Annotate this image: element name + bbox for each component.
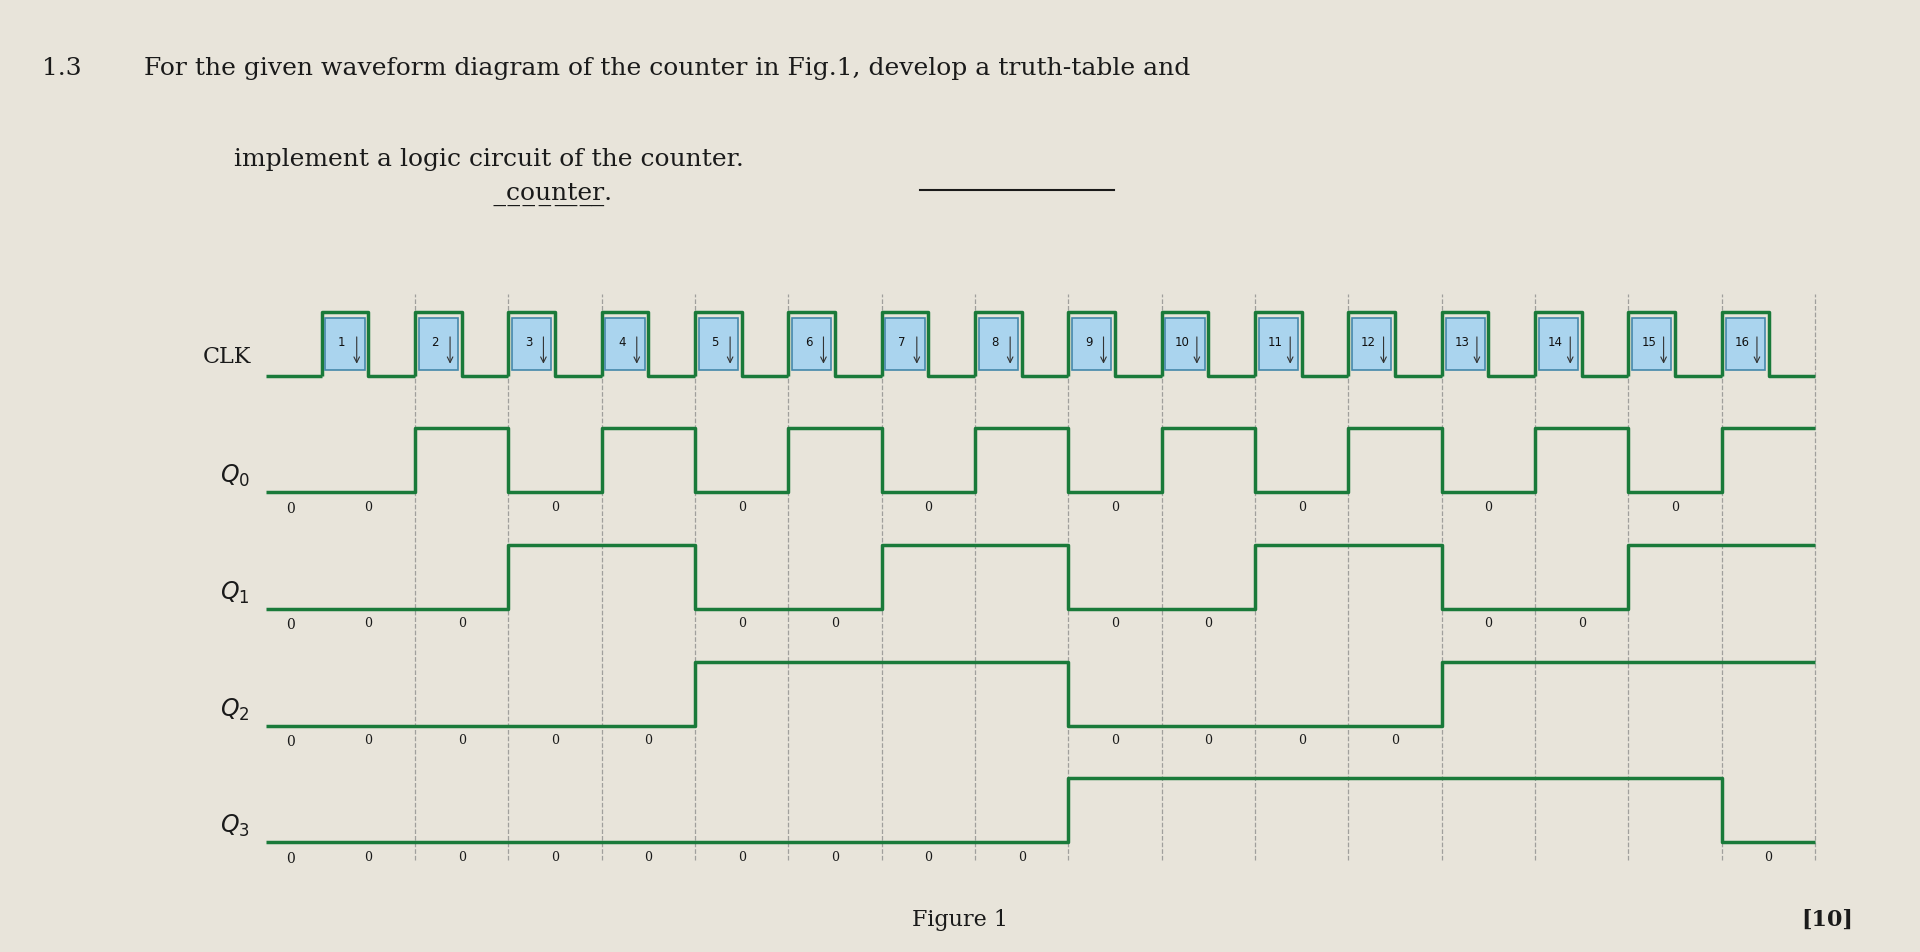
Text: 0: 0: [365, 617, 372, 630]
Text: 0: 0: [924, 501, 933, 514]
FancyBboxPatch shape: [1726, 318, 1764, 370]
FancyBboxPatch shape: [1071, 318, 1112, 370]
Text: $Q_{0}$: $Q_{0}$: [219, 463, 250, 489]
FancyBboxPatch shape: [885, 318, 925, 370]
Text: 0: 0: [645, 734, 653, 747]
Text: 13: 13: [1455, 336, 1469, 349]
FancyBboxPatch shape: [1446, 318, 1484, 370]
Text: $Q_{2}$: $Q_{2}$: [221, 696, 250, 723]
Text: 1: 1: [338, 336, 346, 349]
Text: 14: 14: [1548, 336, 1563, 349]
Text: 4: 4: [618, 336, 626, 349]
Text: Figure 1: Figure 1: [912, 909, 1008, 931]
FancyBboxPatch shape: [793, 318, 831, 370]
Text: implement a logic circuit of the counter.: implement a logic circuit of the counter…: [234, 148, 745, 170]
Text: ̲c̲o̲u̲n̲t̲e̲r̲.: ̲c̲o̲u̲n̲t̲e̲r̲.: [234, 183, 612, 206]
Text: 0: 0: [737, 617, 745, 630]
Text: 0: 0: [286, 619, 296, 632]
Text: 0: 0: [737, 850, 745, 863]
Text: 0: 0: [1018, 850, 1025, 863]
Text: $Q_{1}$: $Q_{1}$: [221, 580, 250, 605]
Text: 0: 0: [1204, 617, 1212, 630]
Text: 0: 0: [1578, 617, 1586, 630]
Text: 0: 0: [1204, 734, 1212, 747]
Text: 0: 0: [365, 734, 372, 747]
Text: 0: 0: [365, 501, 372, 514]
Text: 16: 16: [1734, 336, 1749, 349]
Text: 0: 0: [924, 850, 933, 863]
FancyBboxPatch shape: [1352, 318, 1392, 370]
Text: 0: 0: [365, 850, 372, 863]
Text: 8: 8: [991, 336, 998, 349]
Text: [10]: [10]: [1801, 909, 1853, 931]
Text: 0: 0: [551, 734, 559, 747]
Text: 0: 0: [1112, 734, 1119, 747]
Text: 0: 0: [1764, 850, 1772, 863]
Text: 0: 0: [1670, 501, 1680, 514]
Text: 0: 0: [1484, 617, 1492, 630]
Text: 15: 15: [1642, 336, 1657, 349]
Text: 0: 0: [551, 501, 559, 514]
Text: 0: 0: [457, 850, 467, 863]
Text: 3: 3: [524, 336, 532, 349]
Text: 6: 6: [804, 336, 812, 349]
Text: 5: 5: [712, 336, 718, 349]
FancyBboxPatch shape: [979, 318, 1018, 370]
Text: 2: 2: [432, 336, 440, 349]
Text: 12: 12: [1361, 336, 1377, 349]
Text: 9: 9: [1085, 336, 1092, 349]
Text: 0: 0: [1298, 734, 1306, 747]
Text: 0: 0: [551, 850, 559, 863]
Text: 0: 0: [1392, 734, 1400, 747]
Text: 0: 0: [286, 852, 296, 865]
FancyBboxPatch shape: [419, 318, 457, 370]
Text: 11: 11: [1267, 336, 1283, 349]
Text: 0: 0: [286, 502, 296, 516]
Text: 0: 0: [457, 617, 467, 630]
FancyBboxPatch shape: [1632, 318, 1672, 370]
Text: 0: 0: [737, 501, 745, 514]
Text: 10: 10: [1175, 336, 1188, 349]
Text: 0: 0: [286, 735, 296, 749]
Text: 0: 0: [1484, 501, 1492, 514]
Text: For the given waveform diagram of the counter in Fig.1, develop a truth-table an: For the given waveform diagram of the co…: [144, 57, 1190, 80]
FancyBboxPatch shape: [513, 318, 551, 370]
Text: 0: 0: [831, 617, 839, 630]
Text: 0: 0: [457, 734, 467, 747]
Text: 7: 7: [899, 336, 906, 349]
Text: 0: 0: [831, 850, 839, 863]
Text: 1.3: 1.3: [42, 57, 83, 80]
FancyBboxPatch shape: [699, 318, 737, 370]
Text: CLK: CLK: [204, 346, 252, 367]
Text: 0: 0: [1112, 617, 1119, 630]
FancyBboxPatch shape: [1540, 318, 1578, 370]
Text: 0: 0: [1298, 501, 1306, 514]
FancyBboxPatch shape: [1165, 318, 1204, 370]
Text: 0: 0: [645, 850, 653, 863]
Text: $Q_{3}$: $Q_{3}$: [221, 813, 250, 839]
FancyBboxPatch shape: [1260, 318, 1298, 370]
Text: 0: 0: [1112, 501, 1119, 514]
FancyBboxPatch shape: [324, 318, 365, 370]
FancyBboxPatch shape: [605, 318, 645, 370]
